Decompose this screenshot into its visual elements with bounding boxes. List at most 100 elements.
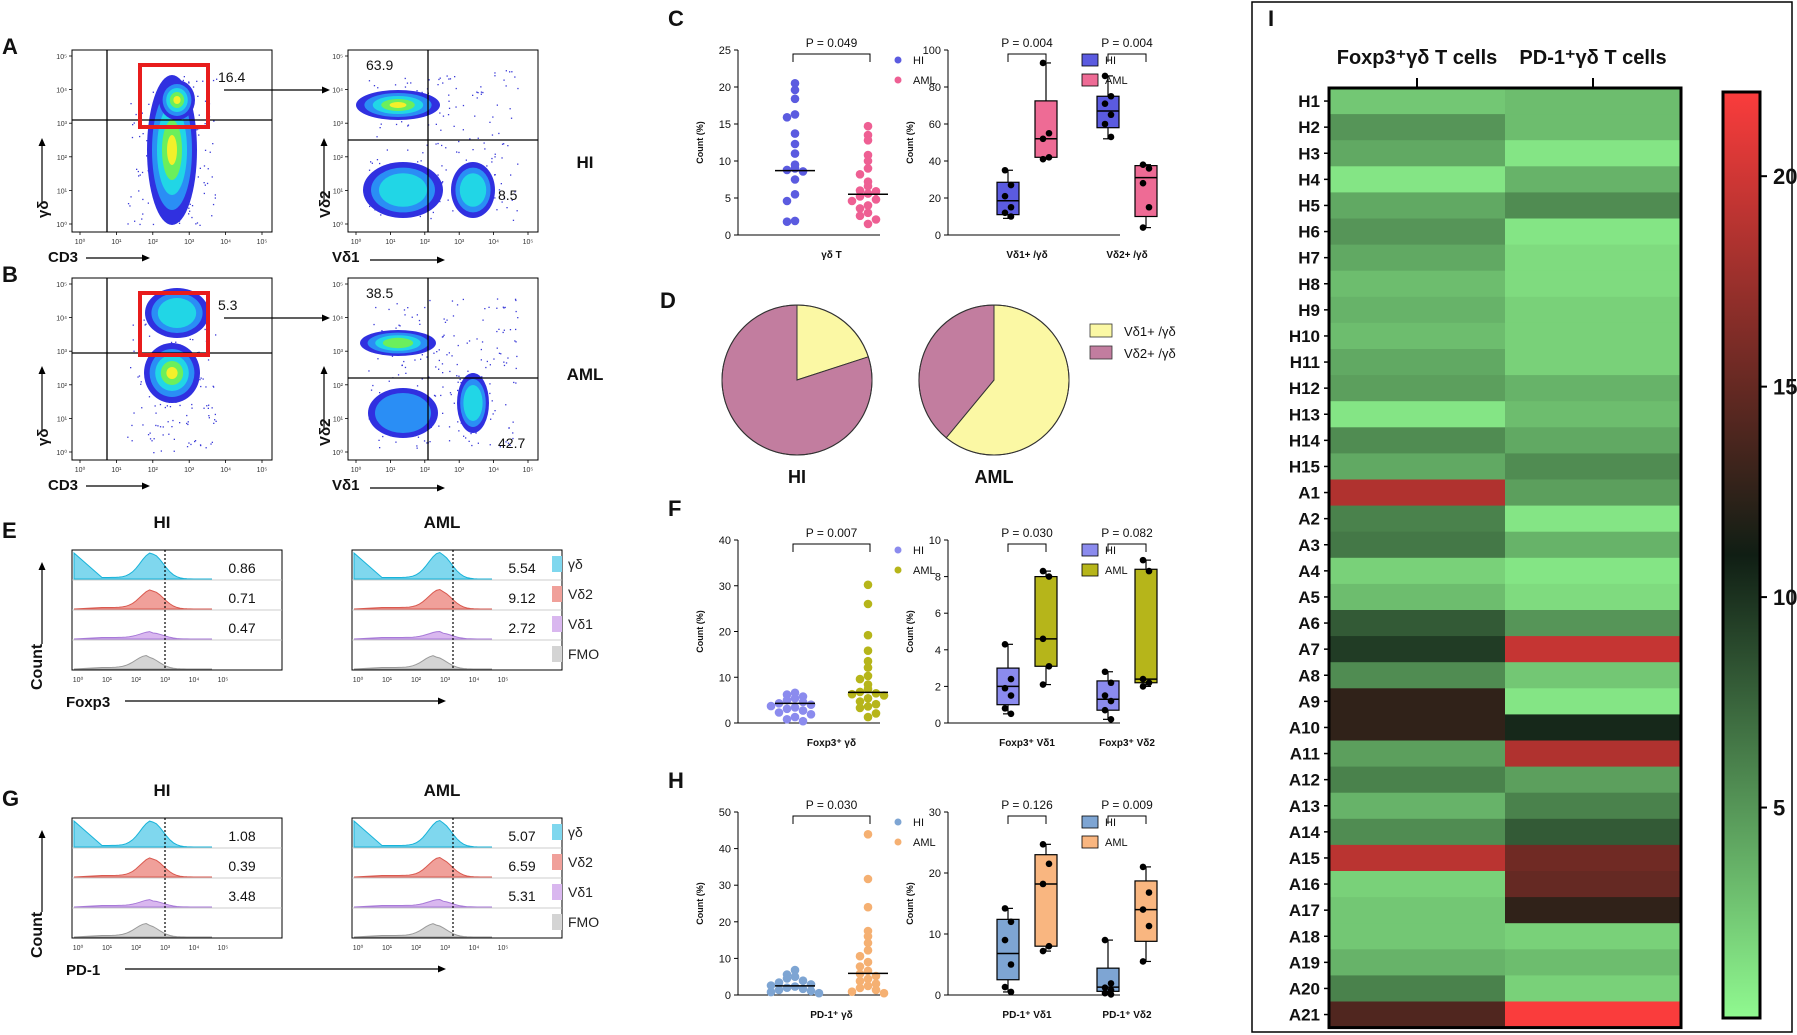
y-tick-label: 10: [719, 953, 731, 965]
population-gd: [159, 80, 195, 120]
event-dot: [204, 149, 207, 151]
event-dot: [447, 199, 449, 201]
heatmap-cell: [1329, 479, 1505, 506]
data-point: [774, 708, 784, 717]
legend-label: γδ: [568, 824, 583, 840]
event-dot: [141, 407, 143, 409]
x-tick-label: 10¹: [385, 239, 396, 246]
event-dot: [455, 87, 457, 90]
data-point: [871, 689, 881, 698]
y-tick-label: 0: [935, 718, 941, 730]
event-dot: [496, 347, 498, 349]
event-dot: [516, 210, 518, 212]
event-dot: [494, 197, 496, 199]
chart-C1: 0 5 10 15 20 25 Count (%) C P = 0.049 γδ T HI AML: [668, 6, 936, 261]
y-axis-label: γδ: [35, 429, 52, 446]
event-dot: [467, 370, 469, 372]
event-dot: [458, 151, 460, 154]
event-dot: [139, 174, 141, 176]
data-point: [1101, 989, 1109, 997]
event-dot: [449, 78, 452, 80]
data-point: [855, 962, 865, 971]
significance-bracket: [792, 53, 871, 62]
event-dot: [480, 359, 482, 361]
heatmap-cell: [1505, 322, 1681, 350]
y-tick-label: 10⁰: [332, 221, 343, 229]
data-point: [1001, 684, 1009, 692]
data-point: [1039, 155, 1047, 163]
histogram-curve: [73, 589, 212, 610]
data-point: [871, 699, 881, 709]
event-dot: [127, 223, 129, 225]
data-point: [790, 85, 800, 95]
data-point: [782, 695, 792, 705]
event-dot: [203, 192, 205, 195]
event-dot: [187, 423, 189, 426]
panel-letter: A: [2, 34, 18, 59]
data-point: [879, 988, 889, 998]
legend-swatch: [552, 854, 562, 870]
event-dot: [397, 374, 400, 376]
data-point: [1139, 683, 1147, 690]
event-dot: [182, 79, 184, 82]
event-dot: [213, 422, 215, 424]
event-dot: [373, 85, 376, 87]
data-point: [855, 674, 865, 684]
x-tick-label: 10⁴: [220, 239, 231, 246]
event-dot: [148, 396, 151, 398]
heatmap-cell: [1505, 949, 1681, 976]
heatmap-cell: [1329, 662, 1505, 689]
event-dot: [153, 452, 155, 454]
heatmap-cell: [1505, 766, 1681, 794]
column-label: PD-1⁺γδ T cells: [1519, 47, 1666, 69]
row-label: H4: [1298, 170, 1320, 189]
histogram-curve: [73, 922, 212, 938]
event-dot: [178, 222, 181, 224]
event-dot: [414, 359, 416, 361]
row-label: H1: [1298, 92, 1320, 111]
event-dot: [509, 444, 511, 446]
event-dot: [188, 81, 190, 83]
data-point: [863, 946, 873, 955]
data-point: [814, 988, 824, 998]
event-dot: [492, 413, 494, 415]
data-point: [1139, 863, 1147, 871]
row-label: A20: [1289, 979, 1320, 998]
x-category-label: PD-1⁺ Vδ1: [1002, 1010, 1052, 1021]
significance-bracket: [1007, 543, 1047, 552]
row-label: H9: [1298, 301, 1320, 320]
legend-marker: [1081, 53, 1099, 67]
data-point: [863, 712, 873, 722]
data-point: [863, 164, 873, 173]
event-dot: [434, 395, 437, 397]
event-dot: [149, 438, 152, 440]
legend-marker: [1081, 815, 1099, 829]
event-dot: [491, 134, 494, 136]
data-point: [798, 167, 808, 176]
legend-label: AML: [913, 837, 936, 849]
event-dot: [215, 334, 217, 336]
event-dot: [493, 358, 495, 360]
heatmap-cell: [1329, 844, 1505, 872]
y-tick-label: 4: [935, 645, 941, 657]
event-dot: [376, 136, 378, 138]
heatmap-cell: [1505, 923, 1681, 950]
event-dot: [453, 335, 455, 337]
data-point: [863, 932, 873, 941]
heatmap-cell: [1505, 636, 1681, 663]
event-dot: [483, 142, 485, 144]
vd2-vs-vd1-plot: 10⁰ 10¹ 10² 10³ 10⁴ 10⁵ 10⁵ 10⁴ 10³ 10² 10¹ 10⁰ 38.5…: [332, 277, 539, 474]
data-point: [863, 656, 873, 666]
event-dot: [510, 174, 512, 176]
event-dot: [148, 103, 150, 105]
event-dot: [407, 125, 409, 127]
heatmap-cell: [1329, 557, 1505, 585]
data-point: [1001, 905, 1009, 912]
data-point: [863, 580, 873, 590]
event-dot: [476, 97, 478, 99]
event-dot: [513, 381, 515, 384]
data-point: [863, 630, 873, 640]
x-tick-label: 10³: [160, 677, 171, 684]
data-point: [1139, 179, 1147, 187]
gate-box: [138, 291, 210, 357]
